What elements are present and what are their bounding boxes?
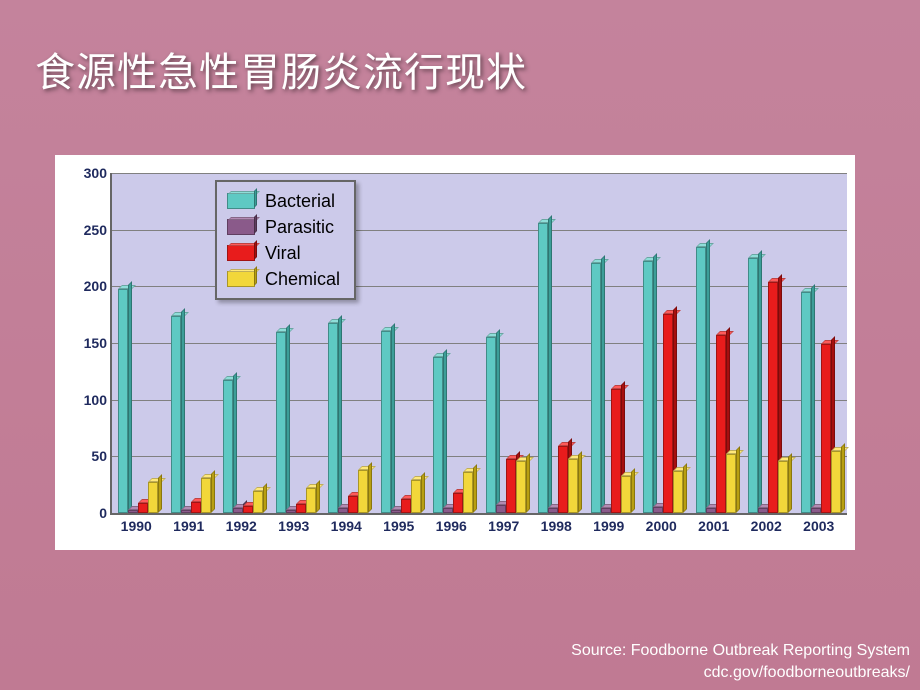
bar <box>768 282 778 513</box>
legend-label: Bacterial <box>265 191 335 212</box>
x-tick-label: 1993 <box>268 518 320 534</box>
source-text: Source: Foodborne Outbreak Reporting Sys… <box>571 640 910 684</box>
bar <box>253 491 263 513</box>
x-tick-label: 1992 <box>215 518 267 534</box>
bar <box>433 357 443 513</box>
bar <box>801 292 811 513</box>
x-tick-label: 2000 <box>635 518 687 534</box>
y-tick-label: 150 <box>57 335 107 351</box>
bar <box>358 470 368 513</box>
bar <box>181 510 191 513</box>
chart-container: 050100150200250300 199019911992199319941… <box>55 155 855 550</box>
bar <box>643 261 653 513</box>
bar <box>601 508 611 513</box>
bar <box>538 223 548 513</box>
bar <box>276 332 286 513</box>
bar <box>506 459 516 513</box>
legend-swatch <box>227 219 255 235</box>
bar <box>328 323 338 513</box>
legend-item: Viral <box>227 240 340 266</box>
bar <box>653 507 663 513</box>
legend-swatch <box>227 193 255 209</box>
page-title: 食源性急性胃肠炎流行现状 <box>35 40 527 98</box>
bar <box>233 508 243 513</box>
bar <box>568 459 578 513</box>
bar <box>338 508 348 513</box>
bar <box>696 247 706 513</box>
bar <box>558 446 568 513</box>
x-tick-label: 1994 <box>320 518 372 534</box>
bar <box>453 493 463 513</box>
bar <box>778 461 788 513</box>
bar <box>591 263 601 513</box>
bar <box>443 508 453 513</box>
legend-item: Parasitic <box>227 214 340 240</box>
legend-swatch <box>227 271 255 287</box>
bar <box>663 314 673 513</box>
x-tick-label: 1996 <box>425 518 477 534</box>
bar <box>148 482 158 513</box>
bar <box>348 496 358 513</box>
legend-label: Viral <box>265 243 301 264</box>
bar <box>611 389 621 513</box>
bar <box>831 451 841 513</box>
y-tick-label: 100 <box>57 392 107 408</box>
bar <box>706 508 716 513</box>
legend-label: Chemical <box>265 269 340 290</box>
x-tick-label: 2001 <box>688 518 740 534</box>
y-tick-label: 200 <box>57 278 107 294</box>
x-tick-label: 2002 <box>740 518 792 534</box>
source-line-2: cdc.gov/foodborneoutbreaks/ <box>704 664 910 681</box>
source-line-1: Source: Foodborne Outbreak Reporting Sys… <box>571 642 910 659</box>
bar <box>516 461 526 513</box>
bar <box>171 316 181 513</box>
chart-legend: Bacterial Parasitic Viral Chemical <box>215 180 356 300</box>
y-tick-label: 0 <box>57 505 107 521</box>
bar <box>223 380 233 513</box>
bar <box>463 472 473 513</box>
y-tick-label: 50 <box>57 448 107 464</box>
bar <box>486 337 496 513</box>
gridline <box>112 400 847 401</box>
x-tick-label: 1999 <box>583 518 635 534</box>
x-tick-label: 2003 <box>793 518 845 534</box>
bar <box>191 502 201 513</box>
bar <box>201 478 211 513</box>
x-tick-label: 1995 <box>373 518 425 534</box>
bar <box>401 499 411 513</box>
bar <box>381 331 391 513</box>
legend-item: Bacterial <box>227 188 340 214</box>
bar <box>673 471 683 513</box>
bar <box>748 258 758 513</box>
y-tick-label: 300 <box>57 165 107 181</box>
bar <box>128 510 138 513</box>
legend-label: Parasitic <box>265 217 334 238</box>
bar <box>296 504 306 513</box>
gridline <box>112 173 847 174</box>
bar <box>243 506 253 513</box>
y-tick-label: 250 <box>57 222 107 238</box>
bar <box>758 508 768 513</box>
bar <box>306 488 316 513</box>
bar <box>716 335 726 513</box>
bar <box>621 476 631 513</box>
legend-swatch <box>227 245 255 261</box>
bar <box>811 508 821 513</box>
bar <box>391 510 401 513</box>
bar <box>821 344 831 513</box>
x-tick-label: 1990 <box>110 518 162 534</box>
bar <box>496 505 506 513</box>
bar <box>548 508 558 513</box>
bar <box>726 454 736 513</box>
gridline <box>112 343 847 344</box>
x-tick-label: 1997 <box>478 518 530 534</box>
x-tick-label: 1991 <box>163 518 215 534</box>
legend-item: Chemical <box>227 266 340 292</box>
bar <box>118 289 128 513</box>
x-tick-label: 1998 <box>530 518 582 534</box>
bar <box>411 480 421 513</box>
bar <box>286 510 296 513</box>
bar <box>138 503 148 513</box>
